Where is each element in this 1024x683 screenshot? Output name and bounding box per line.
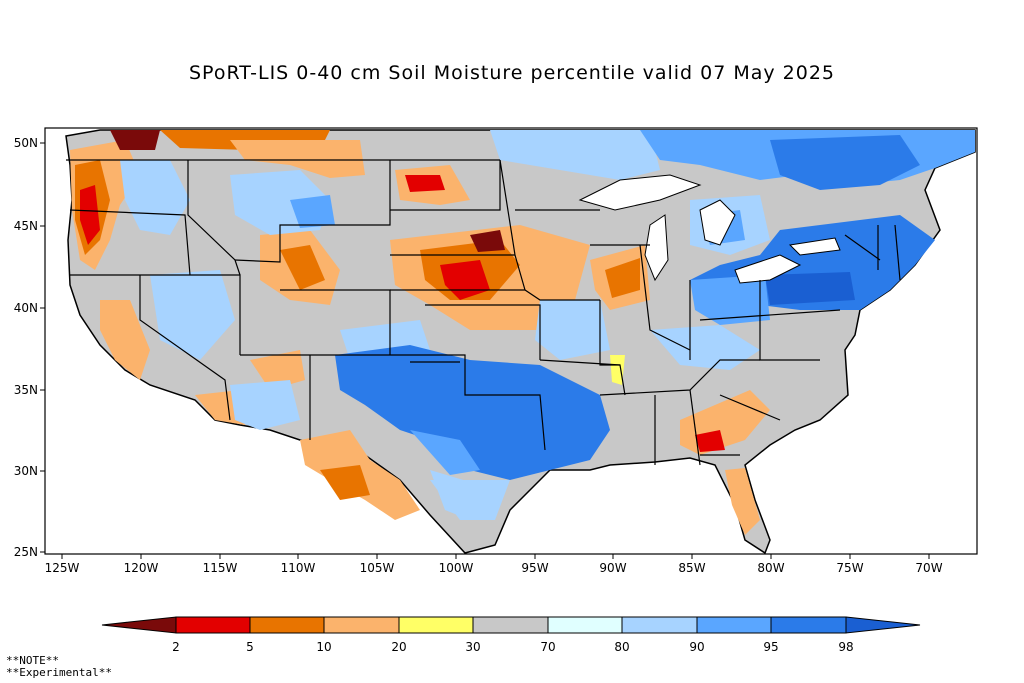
- colorbar-seg-7: [621, 616, 698, 634]
- lon-label-70w: 70W: [915, 561, 942, 575]
- map-title: SPoRT-LIS 0-40 cm Soil Moisture percenti…: [188, 62, 836, 84]
- wet-anomalies: [120, 130, 975, 520]
- state-boundaries: [66, 159, 901, 466]
- lon-label-120w: 120W: [124, 561, 159, 575]
- dry-anomalies: [70, 130, 770, 535]
- lon-label-100w: 100W: [439, 561, 474, 575]
- colorbar-label-90: 90: [689, 640, 704, 654]
- notes: **NOTE** **Experimental**: [6, 655, 112, 679]
- lon-label-90w: 90W: [599, 561, 626, 575]
- colorbar-seg-6: [547, 616, 623, 634]
- lon-label-85w: 85W: [678, 561, 705, 575]
- colorbar-seg-9: [770, 616, 847, 634]
- map-frame: [44, 127, 978, 555]
- lat-label-35n: 35N: [14, 383, 38, 397]
- lon-label-95w: 95W: [521, 561, 548, 575]
- lon-label-110w: 110W: [281, 561, 316, 575]
- lon-label-105w: 105W: [360, 561, 395, 575]
- colorbar-seg-5: [472, 616, 549, 634]
- colorbar-label-10: 10: [316, 640, 331, 654]
- colorbar-seg-0: [101, 616, 177, 634]
- colorbar-label-98: 98: [838, 640, 853, 654]
- lat-label-25n: 25N: [14, 545, 38, 559]
- colorbar-seg-2: [249, 616, 325, 634]
- lon-label-80w: 80W: [757, 561, 784, 575]
- colorbar-label-80: 80: [614, 640, 629, 654]
- lat-label-45n: 45N: [14, 219, 38, 233]
- colorbar-label-95: 95: [763, 640, 778, 654]
- colorbar-seg-4: [398, 616, 474, 634]
- colorbar-label-5: 5: [246, 640, 254, 654]
- lon-label-75w: 75W: [836, 561, 863, 575]
- colorbar-label-70: 70: [540, 640, 555, 654]
- lat-label-40n: 40N: [14, 301, 38, 315]
- lat-axis: 50N 45N 40N 35N 30N 25N: [14, 136, 45, 559]
- colorbar-label-30: 30: [465, 640, 480, 654]
- lon-label-115w: 115W: [203, 561, 238, 575]
- colorbar-seg-10: [845, 616, 921, 634]
- great-lakes: [578, 174, 841, 284]
- colorbar-seg-3: [323, 616, 400, 634]
- lon-label-125w: 125W: [45, 561, 80, 575]
- colorbar-seg-8: [696, 616, 772, 634]
- colorbar-legend: 2 5 10 20 30 70 80 90 95 98: [101, 616, 921, 654]
- experimental-label: **Experimental**: [6, 666, 112, 679]
- colorbar-label-2: 2: [172, 640, 180, 654]
- note-label: **NOTE**: [6, 654, 59, 667]
- lon-axis: 125W 120W 115W 110W 105W 100W 95W 90W 85…: [45, 554, 943, 575]
- colorbar-seg-1: [175, 616, 251, 634]
- colorbar-label-20: 20: [391, 640, 406, 654]
- lat-label-30n: 30N: [14, 464, 38, 478]
- lat-label-50n: 50N: [14, 136, 38, 150]
